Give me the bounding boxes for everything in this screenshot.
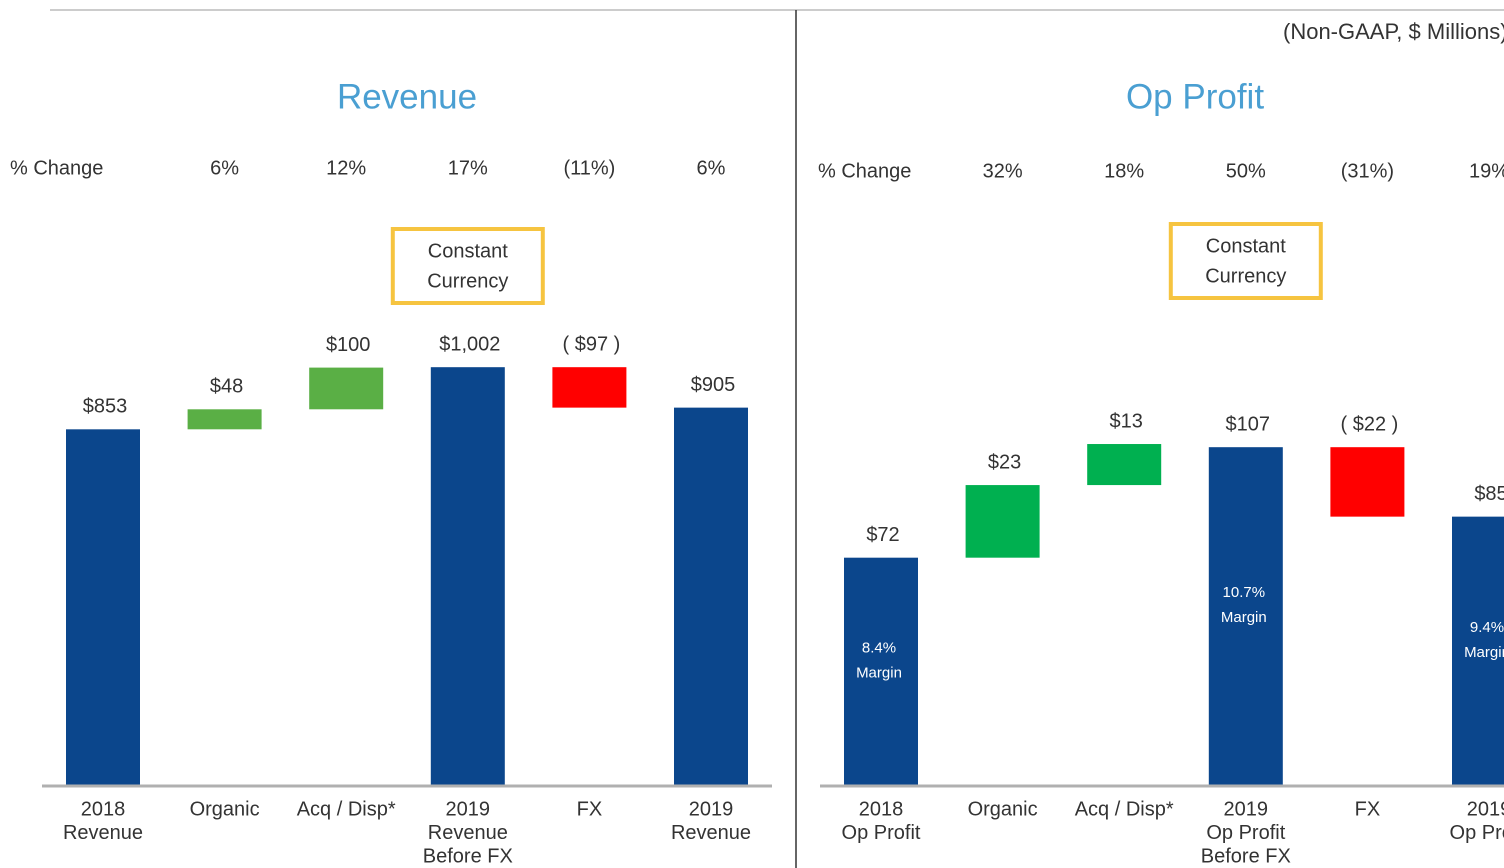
margin-note: 8.4% <box>862 639 896 656</box>
callout-text: Constant <box>428 240 508 262</box>
margin-note: 10.7% <box>1223 584 1266 601</box>
value-label: $48 <box>210 376 243 398</box>
bar <box>430 367 505 785</box>
value-label: $1,002 <box>439 333 500 355</box>
value-label: $107 <box>1226 413 1271 435</box>
pct-change: (31%) <box>1341 160 1394 182</box>
value-label: $23 <box>988 451 1021 473</box>
value-label: $905 <box>691 374 736 396</box>
x-tick-label: Before FX <box>1201 845 1291 867</box>
value-label: $853 <box>83 396 128 418</box>
value-label: ( $97 ) <box>562 333 620 355</box>
x-tick-label: 2019 <box>1224 798 1269 820</box>
x-tick-label: Revenue <box>428 822 508 844</box>
bar <box>674 407 748 785</box>
x-tick-label: 2018 <box>81 798 126 820</box>
bar <box>1330 447 1405 517</box>
bar <box>1208 447 1283 785</box>
bar <box>965 485 1040 558</box>
bar <box>187 409 262 430</box>
pct-change-label: % Change <box>10 157 103 179</box>
pct-change: (11%) <box>563 157 615 179</box>
pct-change: 6% <box>210 157 239 179</box>
callout-text: Currency <box>427 270 508 292</box>
x-tick-label: FX <box>1355 798 1381 820</box>
chart-title: Op Profit <box>1126 77 1264 116</box>
x-tick-label: Op Profit <box>1450 822 1504 844</box>
pct-change-label: % Change <box>818 160 911 182</box>
value-label: $100 <box>326 334 371 356</box>
x-tick-label: Organic <box>190 798 260 820</box>
bar <box>552 367 627 408</box>
pct-change: 32% <box>983 160 1023 182</box>
x-tick-label: Op Profit <box>1206 822 1285 844</box>
callout-text: Constant <box>1206 235 1286 257</box>
x-tick-label: Revenue <box>63 822 143 844</box>
value-label: $72 <box>866 524 899 546</box>
x-tick-label: Op Profit <box>842 822 921 844</box>
pct-change: 6% <box>697 157 726 179</box>
margin-note: 9.4% <box>1470 619 1504 636</box>
x-tick-label: Acq / Disp* <box>297 798 396 820</box>
value-label: $13 <box>1110 410 1143 432</box>
chart-title: Revenue <box>337 77 477 116</box>
pct-change: 18% <box>1104 160 1144 182</box>
x-tick-label: 2019 <box>689 798 734 820</box>
x-tick-label: Organic <box>968 798 1038 820</box>
pct-change: 50% <box>1226 160 1266 182</box>
pct-change: 17% <box>448 157 488 179</box>
value-label: ( $22 ) <box>1340 413 1398 435</box>
margin-note: Margin <box>856 664 902 681</box>
bar <box>1452 516 1504 785</box>
margin-note: Margin <box>1221 609 1267 626</box>
x-tick-label: 2019 <box>446 798 491 820</box>
note: (Non-GAAP, $ Millions) <box>1283 19 1504 44</box>
value-label: $85 <box>1474 483 1504 505</box>
pct-change: 19% <box>1469 160 1504 182</box>
bar <box>309 367 384 410</box>
x-tick-label: Acq / Disp* <box>1075 798 1174 820</box>
x-tick-label: Revenue <box>671 822 751 844</box>
pct-change: 12% <box>326 157 366 179</box>
callout-box <box>390 227 545 305</box>
callout-text: Currency <box>1205 265 1286 287</box>
x-tick-label: FX <box>577 798 603 820</box>
callout-box <box>1168 222 1323 300</box>
margin-note: Margin <box>1464 644 1504 661</box>
x-tick-label: 2018 <box>859 798 904 820</box>
x-tick-label: 2019 <box>1467 798 1504 820</box>
bar <box>66 429 140 785</box>
bar <box>1087 444 1162 486</box>
bar <box>844 557 918 785</box>
x-tick-label: Before FX <box>423 845 513 867</box>
